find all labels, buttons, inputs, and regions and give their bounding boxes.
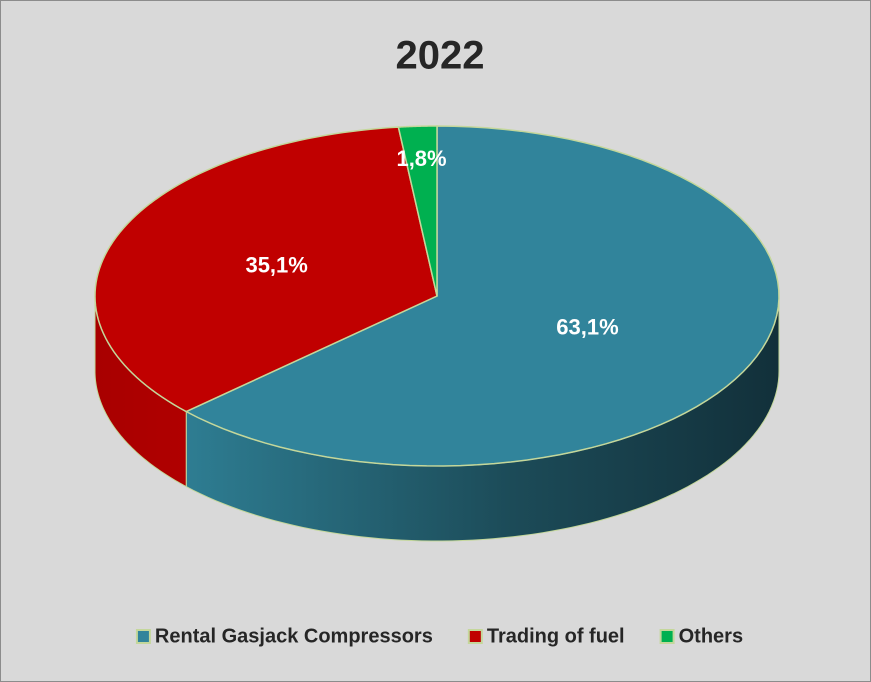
legend-marker <box>467 629 483 644</box>
legend-label: Others <box>679 625 743 647</box>
legend-label: Rental Gasjack Compressors <box>155 625 433 647</box>
slice <box>94 126 438 413</box>
data-label: 63,1% <box>556 314 618 339</box>
data-label: 35,1% <box>245 252 307 277</box>
chart-title: 2022 <box>396 34 485 78</box>
slice <box>184 125 780 467</box>
slice <box>397 125 438 297</box>
legend-label: Trading of fuel <box>487 625 625 647</box>
legend-marker <box>135 629 151 644</box>
legend: Rental Gasjack Compressors Trading of fue… <box>135 625 743 647</box>
data-label: 1,8% <box>396 146 446 171</box>
legend-marker <box>659 629 675 644</box>
